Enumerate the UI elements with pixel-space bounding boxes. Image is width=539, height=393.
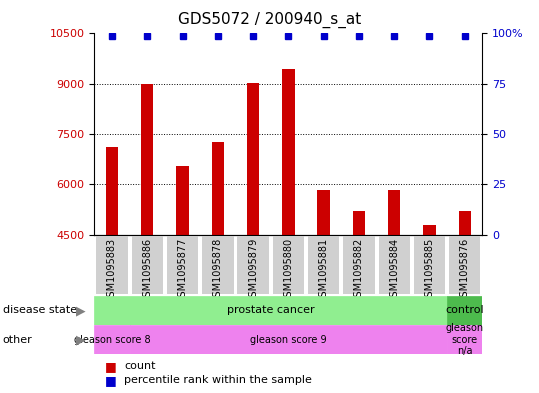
Text: ▶: ▶: [76, 333, 86, 346]
Text: prostate cancer: prostate cancer: [227, 305, 315, 316]
Bar: [378, 236, 410, 294]
Bar: [176, 166, 189, 235]
Text: disease state: disease state: [3, 305, 77, 316]
Text: GSM1095886: GSM1095886: [142, 238, 152, 303]
Bar: [141, 84, 154, 235]
Bar: [317, 190, 330, 235]
Bar: [247, 83, 259, 235]
Bar: [167, 236, 198, 294]
Bar: [447, 296, 482, 325]
Text: GSM1095885: GSM1095885: [425, 238, 434, 303]
Text: GSM1095882: GSM1095882: [354, 238, 364, 303]
Bar: [449, 236, 480, 294]
Bar: [237, 236, 269, 294]
Text: gleason score 9: gleason score 9: [250, 334, 327, 345]
Bar: [388, 190, 400, 235]
Text: GSM1095879: GSM1095879: [248, 238, 258, 303]
Bar: [423, 224, 436, 235]
Bar: [273, 236, 304, 294]
Bar: [129, 325, 447, 354]
Bar: [308, 236, 340, 294]
Bar: [447, 325, 482, 354]
Bar: [106, 147, 118, 235]
Bar: [132, 236, 163, 294]
Text: GSM1095878: GSM1095878: [213, 238, 223, 303]
Text: GSM1095877: GSM1095877: [177, 238, 188, 303]
Bar: [414, 236, 445, 294]
Text: ▶: ▶: [76, 304, 86, 317]
Text: GDS5072 / 200940_s_at: GDS5072 / 200940_s_at: [178, 12, 361, 28]
Bar: [212, 142, 224, 235]
Text: gleason score 8: gleason score 8: [74, 334, 150, 345]
Text: GSM1095883: GSM1095883: [107, 238, 117, 303]
Text: percentile rank within the sample: percentile rank within the sample: [124, 375, 312, 385]
Text: GSM1095884: GSM1095884: [389, 238, 399, 303]
Text: GSM1095881: GSM1095881: [319, 238, 329, 303]
Bar: [202, 236, 233, 294]
Text: gleason
score
n/a: gleason score n/a: [446, 323, 484, 356]
Bar: [353, 211, 365, 235]
Bar: [343, 236, 375, 294]
Text: ■: ■: [105, 360, 117, 373]
Text: GSM1095876: GSM1095876: [460, 238, 470, 303]
Bar: [94, 325, 129, 354]
Text: ■: ■: [105, 374, 117, 387]
Bar: [459, 211, 471, 235]
Text: count: count: [124, 361, 155, 371]
Text: other: other: [3, 334, 32, 345]
Bar: [282, 69, 294, 235]
Bar: [96, 236, 128, 294]
Text: GSM1095880: GSM1095880: [284, 238, 293, 303]
Text: control: control: [445, 305, 484, 316]
